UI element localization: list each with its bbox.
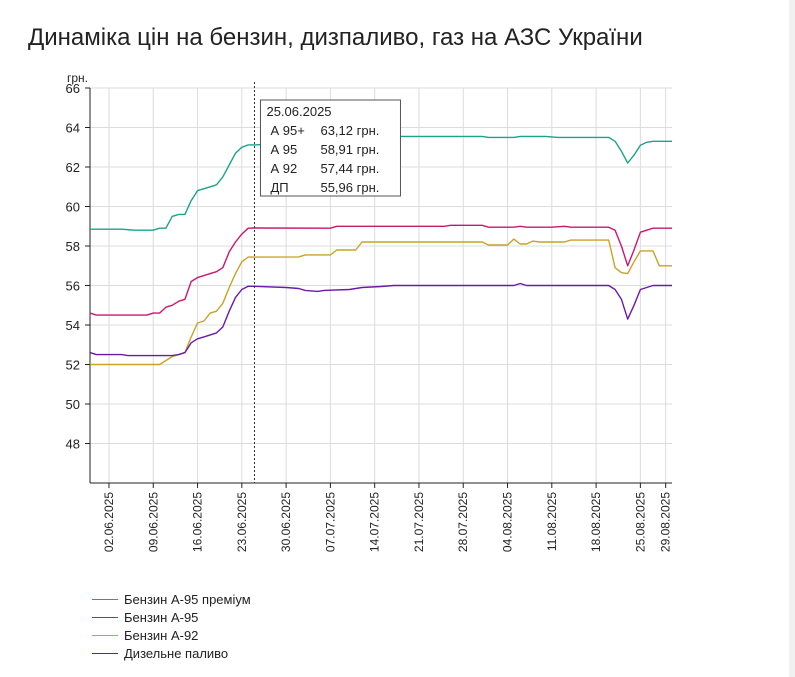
series-line-3 [89, 282, 672, 357]
tooltip-row-value: 57,44 грн. [320, 161, 379, 176]
x-tick-label: 25.08.2025 [633, 492, 647, 552]
x-tick-label: 02.06.2025 [102, 492, 116, 552]
x-tick-label: 11.08.2025 [545, 492, 559, 551]
legend-swatch [92, 634, 118, 636]
y-tick-label: 50 [66, 397, 80, 412]
y-tick-label: 48 [66, 437, 80, 452]
y-tick-label: 58 [66, 239, 80, 254]
legend-label: Бензин А-95 преміум [124, 591, 251, 607]
tooltip-row-label: ДП [270, 180, 288, 195]
tooltip-date: 25.06.2025 [266, 104, 331, 119]
legend: Бензин А-95 преміум Бензин А-95 Бензин А-9… [92, 590, 251, 662]
x-tick-label: 09.06.2025 [146, 492, 160, 552]
y-tick-label: 64 [66, 121, 80, 136]
series-lines [89, 135, 672, 366]
tooltip-row-value: 55,96 грн. [320, 180, 379, 195]
tooltip-row-label: А 92 [270, 161, 297, 176]
x-tick-label: 28.07.2025 [456, 492, 470, 552]
tooltip-row-label: А 95 [270, 142, 297, 157]
legend-item[interactable]: Бензин А-95 [92, 608, 251, 626]
y-tick-label: 52 [66, 358, 80, 373]
legend-swatch [92, 652, 118, 654]
tooltip-box [259, 99, 401, 197]
legend-item[interactable]: Бензин А-92 [92, 626, 251, 644]
tooltip-row-value: 58,91 грн. [320, 142, 379, 157]
legend-label: Дизельне паливо [124, 645, 229, 661]
x-tick-label: 23.06.2025 [235, 492, 249, 552]
x-tick-label: 07.07.2025 [323, 492, 337, 552]
x-tick-label: 16.06.2025 [191, 492, 205, 552]
legend-label: Бензин А-92 [124, 627, 199, 643]
y-tick-label: 66 [66, 81, 80, 96]
tooltip-row-value: 63,12 грн. [320, 123, 379, 138]
legend-item[interactable]: Бензин А-95 преміум [92, 590, 251, 608]
x-axis: 02.06.2025 09.06.2025 16.06.2025 23.06.2025… [90, 482, 673, 552]
x-tick-label: 29.08.2025 [659, 492, 673, 552]
chart-title: Динаміка цін на бензин, дизпаливо, газ н… [28, 24, 643, 51]
scrollbar-track[interactable] [789, 0, 795, 677]
y-tick-label: 54 [66, 318, 80, 333]
y-tick-label: 56 [66, 279, 80, 294]
y-tick-label: 62 [66, 160, 80, 175]
legend-label: Бензин А-95 [124, 609, 199, 625]
legend-swatch [92, 616, 118, 618]
legend-swatch [92, 598, 118, 600]
legend-item[interactable]: Дизельне паливо [92, 644, 251, 662]
y-tick-label: 60 [66, 200, 80, 215]
x-tick-label: 04.08.2025 [501, 492, 515, 552]
series-line-1 [89, 224, 672, 316]
y-axis-unit: грн. [67, 71, 88, 85]
tooltip: 25.06.2025 А 95+ 63,12 грн. А 95 58,91 грн. А… [253, 82, 401, 483]
x-tick-label: 14.07.2025 [368, 492, 382, 552]
x-tick-label: 30.06.2025 [279, 492, 293, 552]
x-tick-label: 21.07.2025 [412, 492, 426, 552]
tooltip-row-label: А 95+ [270, 123, 304, 138]
x-tick-label: 18.08.2025 [589, 492, 603, 552]
